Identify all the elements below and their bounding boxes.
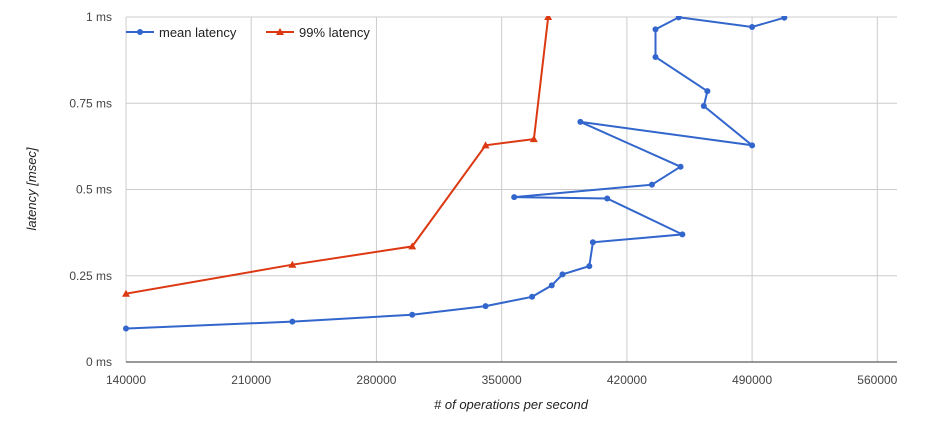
data-point (675, 16, 682, 21)
data-point (481, 141, 490, 149)
data-point (677, 163, 684, 170)
data-point (288, 260, 297, 268)
data-point (559, 271, 566, 278)
x-tick-label: 420000 (607, 373, 647, 387)
data-point (586, 263, 593, 270)
data-point (749, 142, 756, 149)
y-axis-title: latency [msec] (24, 147, 39, 230)
data-point (781, 16, 788, 21)
series-layer (122, 16, 788, 332)
data-point (652, 54, 659, 61)
data-point (700, 103, 707, 110)
legend-marker-99-latency (276, 28, 284, 35)
data-point (409, 311, 416, 318)
data-point (511, 194, 518, 201)
y-tick-label: 0.25 ms (69, 269, 112, 283)
y-tick-label: 0.75 ms (69, 96, 112, 110)
x-tick-label: 140000 (106, 373, 146, 387)
series-line-mean-latency (125, 16, 785, 330)
series-line-99-latency (125, 16, 550, 295)
data-point (123, 325, 129, 332)
data-point (122, 289, 130, 297)
legend-label-mean-latency: mean latency (159, 25, 237, 40)
data-point (544, 16, 553, 20)
x-tick-label: 210000 (231, 373, 271, 387)
data-point (679, 231, 686, 238)
legend-label-99-latency: 99% latency (299, 25, 370, 40)
gridlines (125, 16, 897, 362)
legend: mean latency 99% latency (126, 25, 370, 40)
series-99-latency (122, 16, 553, 297)
x-axis-title: # of operations per second (434, 397, 589, 412)
y-tick-label: 0 ms (86, 355, 112, 369)
data-point (749, 24, 756, 31)
data-point (604, 195, 611, 202)
data-point (704, 88, 711, 95)
y-tick-label: 1 ms (86, 10, 112, 24)
data-point (589, 239, 596, 246)
data-point (289, 318, 296, 325)
data-point (652, 26, 659, 33)
data-point (529, 293, 536, 300)
tick-labels: 0 ms 0.25 ms 0.5 ms 0.75 ms 1 ms 140000 210000… (69, 10, 897, 387)
data-point (529, 135, 538, 143)
x-tick-label: 280000 (356, 373, 396, 387)
data-point (482, 303, 489, 310)
legend-marker-mean-latency (137, 29, 143, 35)
series-mean-latency (123, 16, 788, 332)
data-point (548, 282, 555, 289)
data-point (648, 181, 655, 188)
y-tick-label: 0.5 ms (76, 183, 112, 197)
data-point (577, 118, 584, 125)
x-tick-label: 350000 (482, 373, 522, 387)
x-tick-label: 560000 (857, 373, 897, 387)
x-tick-label: 490000 (732, 373, 772, 387)
data-point (408, 242, 417, 250)
